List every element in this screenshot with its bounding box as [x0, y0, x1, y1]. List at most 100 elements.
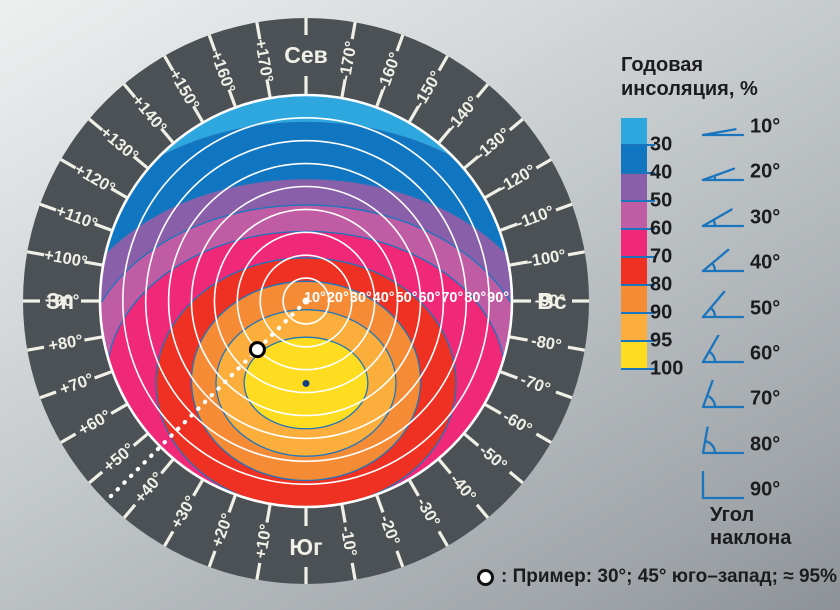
azimuth-tick-inner	[437, 458, 452, 475]
azimuth-tick-outer	[60, 432, 77, 444]
azimuth-tick-inner	[499, 222, 518, 232]
compass-label-south: Юг	[289, 534, 322, 560]
tilt-angle-icon-90	[701, 471, 745, 500]
azimuth-tick-outer	[437, 530, 449, 547]
tilt-angle-label: 80°	[750, 433, 781, 456]
azimuth-tick-outer	[39, 202, 57, 212]
azimuth-tick-inner	[375, 494, 385, 513]
legend-title-line2: инсоляция, %	[621, 78, 758, 100]
legend-swatch-separator	[621, 340, 655, 342]
azimuth-tick-outer	[163, 530, 175, 547]
compass-label-north: Сев	[284, 42, 328, 68]
azimuth-tick-outer	[27, 250, 45, 257]
legend-swatch-90	[621, 286, 647, 312]
azimuth-tick-outer	[163, 55, 175, 72]
tilt-ring-30	[236, 231, 376, 371]
legend-level-label: 90	[650, 301, 673, 324]
legend-swatch-60	[621, 202, 647, 228]
tilt-angle-icon-40	[701, 248, 745, 273]
azimuth-tick-inner	[375, 89, 385, 108]
example-marker-icon	[477, 568, 494, 586]
azimuth-tick-outer	[207, 550, 217, 568]
legend-level-label: 60	[650, 217, 673, 240]
legend-swatch-95	[621, 314, 647, 340]
legend-swatch-separator	[621, 144, 655, 146]
tilt-angle-label: 90°	[750, 478, 781, 501]
azimuth-tick-outer	[88, 470, 104, 485]
legend-title: Годовая инсоляция, %	[621, 53, 758, 101]
azimuth-tick-inner	[94, 370, 113, 380]
tilt-scale-label: 80°	[464, 290, 486, 306]
azimuth-tick-outer	[508, 470, 524, 485]
azimuth-label: -90°	[535, 292, 565, 310]
azimuth-tick-outer	[535, 158, 552, 170]
tilt-angle-label: 50°	[750, 297, 781, 320]
legend-swatch-separator	[621, 228, 655, 230]
legend-level-label: 70	[650, 245, 673, 268]
tilt-angle-icon-30	[701, 208, 745, 227]
tilt-angle-label: 60°	[750, 342, 781, 365]
azimuth-tick-inner	[84, 260, 103, 267]
tilt-scale-label: 40°	[373, 290, 395, 306]
legend-swatch-separator	[621, 200, 655, 202]
center-dot	[302, 297, 310, 305]
azimuth-tick-inner	[509, 335, 528, 342]
tilt-scale-label: 70°	[441, 290, 463, 306]
compass-label-east: Вс	[537, 288, 567, 314]
azimuth-tick-inner	[463, 432, 480, 447]
azimuth-tick-inner	[192, 479, 204, 497]
tilt-angle-label: 70°	[750, 387, 781, 410]
tilt-ring-10	[282, 277, 330, 325]
azimuth-tick-inner	[408, 479, 420, 497]
legend-swatch-separator	[621, 172, 655, 174]
azimuth-tick-inner	[408, 105, 420, 123]
tilt-scale-label: 20°	[327, 290, 349, 306]
tilt-scale-label: 50°	[396, 290, 418, 306]
azimuth-tick-inner	[227, 89, 237, 108]
azimuth-tick-outer	[437, 55, 449, 72]
azimuth-tick-outer	[88, 117, 104, 132]
tilt-ring-80	[122, 117, 490, 485]
tilt-angle-icon-10	[701, 128, 745, 137]
legend-level-label: 100	[650, 357, 684, 380]
tilt-ring-40	[213, 208, 399, 394]
legend-level-label: 80	[650, 273, 673, 296]
tilt-ring-70	[144, 139, 468, 463]
legend-swatch-separator	[621, 284, 655, 286]
azimuth-tick-inner	[84, 335, 103, 342]
tilt-angle-icon-70	[701, 380, 745, 409]
example-caption-text: : Пример: 30°; 45° юго–запад; ≈ 95%	[501, 566, 837, 587]
azimuth-tick-inner	[192, 105, 204, 123]
azimuth-tick-inner	[265, 79, 272, 98]
azimuth-tick-inner	[94, 222, 113, 232]
max-insolation-dot	[302, 379, 310, 387]
azimuth-tick-outer	[475, 503, 490, 519]
azimuth-tick-inner	[463, 155, 480, 170]
tilt-legend-title: Угол наклона	[710, 504, 791, 550]
insolation-color-scale: 30 40 50 60 70 80 90 95 100	[621, 118, 683, 380]
tilt-scale-label: 90°	[487, 290, 509, 306]
azimuth-tick-inner	[265, 504, 272, 523]
tilt-ring-20	[259, 254, 353, 348]
tilt-scale-label: 30°	[350, 290, 372, 306]
azimuth-tick-outer	[255, 562, 262, 580]
tilt-ring-60	[167, 162, 445, 440]
example-point-marker	[248, 341, 266, 359]
tilt-angle-label: 30°	[750, 206, 781, 229]
azimuth-tick-inner	[132, 432, 149, 447]
azimuth-tick-inner	[160, 458, 175, 475]
tilt-angle-label: 10°	[750, 115, 781, 138]
azimuth-tick-inner	[499, 370, 518, 380]
legend-level-label: 30	[650, 133, 673, 156]
azimuth-tick-inner	[484, 187, 502, 199]
legend-swatch-separator	[621, 368, 655, 370]
azimuth-tick-inner	[227, 494, 237, 513]
azimuth-tick-outer	[395, 550, 405, 568]
azimuth-tick-outer	[555, 202, 573, 212]
legend-swatch-separator	[621, 312, 655, 314]
tilt-angle-icon-60	[701, 335, 745, 364]
azimuth-tick-outer	[555, 390, 573, 400]
azimuth-tick-outer	[255, 22, 262, 40]
